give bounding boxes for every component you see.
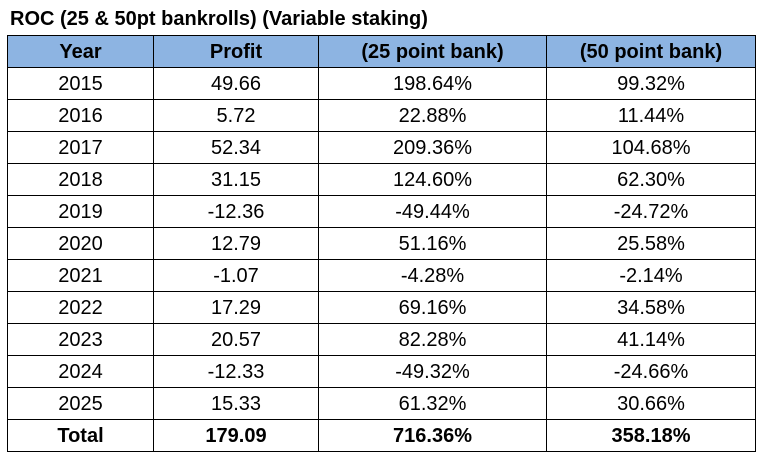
roc-50-cell: 25.58%: [546, 227, 756, 260]
column-header-year: Year: [7, 35, 154, 68]
profit-cell: 31.15: [153, 163, 319, 196]
year-cell: 2023: [7, 323, 154, 356]
roc-50-cell: 41.14%: [546, 323, 756, 356]
roc-50-cell: 11.44%: [546, 99, 756, 132]
profit-cell: -12.33: [153, 355, 319, 388]
roc-50-cell: 104.68%: [546, 131, 756, 164]
year-cell: 2021: [7, 259, 154, 292]
year-cell: 2016: [7, 99, 154, 132]
table-row: 2016 5.72 22.88% 11.44%: [7, 99, 756, 132]
year-cell: 2024: [7, 355, 154, 388]
year-cell: 2018: [7, 163, 154, 196]
year-cell: 2019: [7, 195, 154, 228]
profit-cell: 12.79: [153, 227, 319, 260]
roc-25-cell: 51.16%: [318, 227, 547, 260]
year-cell: 2020: [7, 227, 154, 260]
roc-50-cell: -24.66%: [546, 355, 756, 388]
table-row: 2018 31.15 124.60% 62.30%: [7, 163, 756, 196]
table-row: 2022 17.29 69.16% 34.58%: [7, 291, 756, 324]
roc-25-cell: 22.88%: [318, 99, 547, 132]
roc-25-cell: 61.32%: [318, 387, 547, 420]
year-cell: 2017: [7, 131, 154, 164]
roc-25-cell: 198.64%: [318, 67, 547, 100]
roc-25-cell: 69.16%: [318, 291, 547, 324]
profit-cell: -1.07: [153, 259, 319, 292]
roc-25-cell: 209.36%: [318, 131, 547, 164]
table-title: ROC (25 & 50pt bankrolls) (Variable stak…: [10, 8, 428, 30]
column-header-50-point-bank: (50 point bank): [546, 35, 756, 68]
roc-25-cell: -4.28%: [318, 259, 547, 292]
roc-25-cell: -49.44%: [318, 195, 547, 228]
table-row: 2017 52.34 209.36% 104.68%: [7, 131, 756, 164]
year-cell: 2022: [7, 291, 154, 324]
roc-25-cell: 82.28%: [318, 323, 547, 356]
profit-cell: -12.36: [153, 195, 319, 228]
table-row: 2020 12.79 51.16% 25.58%: [7, 227, 756, 260]
roc-50-cell: 34.58%: [546, 291, 756, 324]
roc-50-cell: 30.66%: [546, 387, 756, 420]
roc-50-cell: 99.32%: [546, 67, 756, 100]
column-header-25-point-bank: (25 point bank): [318, 35, 547, 68]
profit-cell: 20.57: [153, 323, 319, 356]
table-row: 2015 49.66 198.64% 99.32%: [7, 67, 756, 100]
profit-cell: 15.33: [153, 387, 319, 420]
profit-cell: 49.66: [153, 67, 319, 100]
roc-50-cell: -2.14%: [546, 259, 756, 292]
header-row: Year Profit (25 point bank) (50 point ba…: [7, 35, 756, 68]
table-row: 2021 -1.07 -4.28% -2.14%: [7, 259, 756, 292]
year-cell: 2025: [7, 387, 154, 420]
profit-cell: 17.29: [153, 291, 319, 324]
table-row: 2023 20.57 82.28% 41.14%: [7, 323, 756, 356]
table-row: 2025 15.33 61.32% 30.66%: [7, 387, 756, 420]
roc-50-cell: 62.30%: [546, 163, 756, 196]
profit-cell: 5.72: [153, 99, 319, 132]
profit-cell: 52.34: [153, 131, 319, 164]
roc-table: Year Profit (25 point bank) (50 point ba…: [7, 35, 756, 452]
table-row: 2019 -12.36 -49.44% -24.72%: [7, 195, 756, 228]
year-cell: 2015: [7, 67, 154, 100]
roc-25-cell: 124.60%: [318, 163, 547, 196]
column-header-profit: Profit: [153, 35, 319, 68]
roc-50-cell: -24.72%: [546, 195, 756, 228]
table-row: 2024 -12.33 -49.32% -24.66%: [7, 355, 756, 388]
roc-25-cell: -49.32%: [318, 355, 547, 388]
